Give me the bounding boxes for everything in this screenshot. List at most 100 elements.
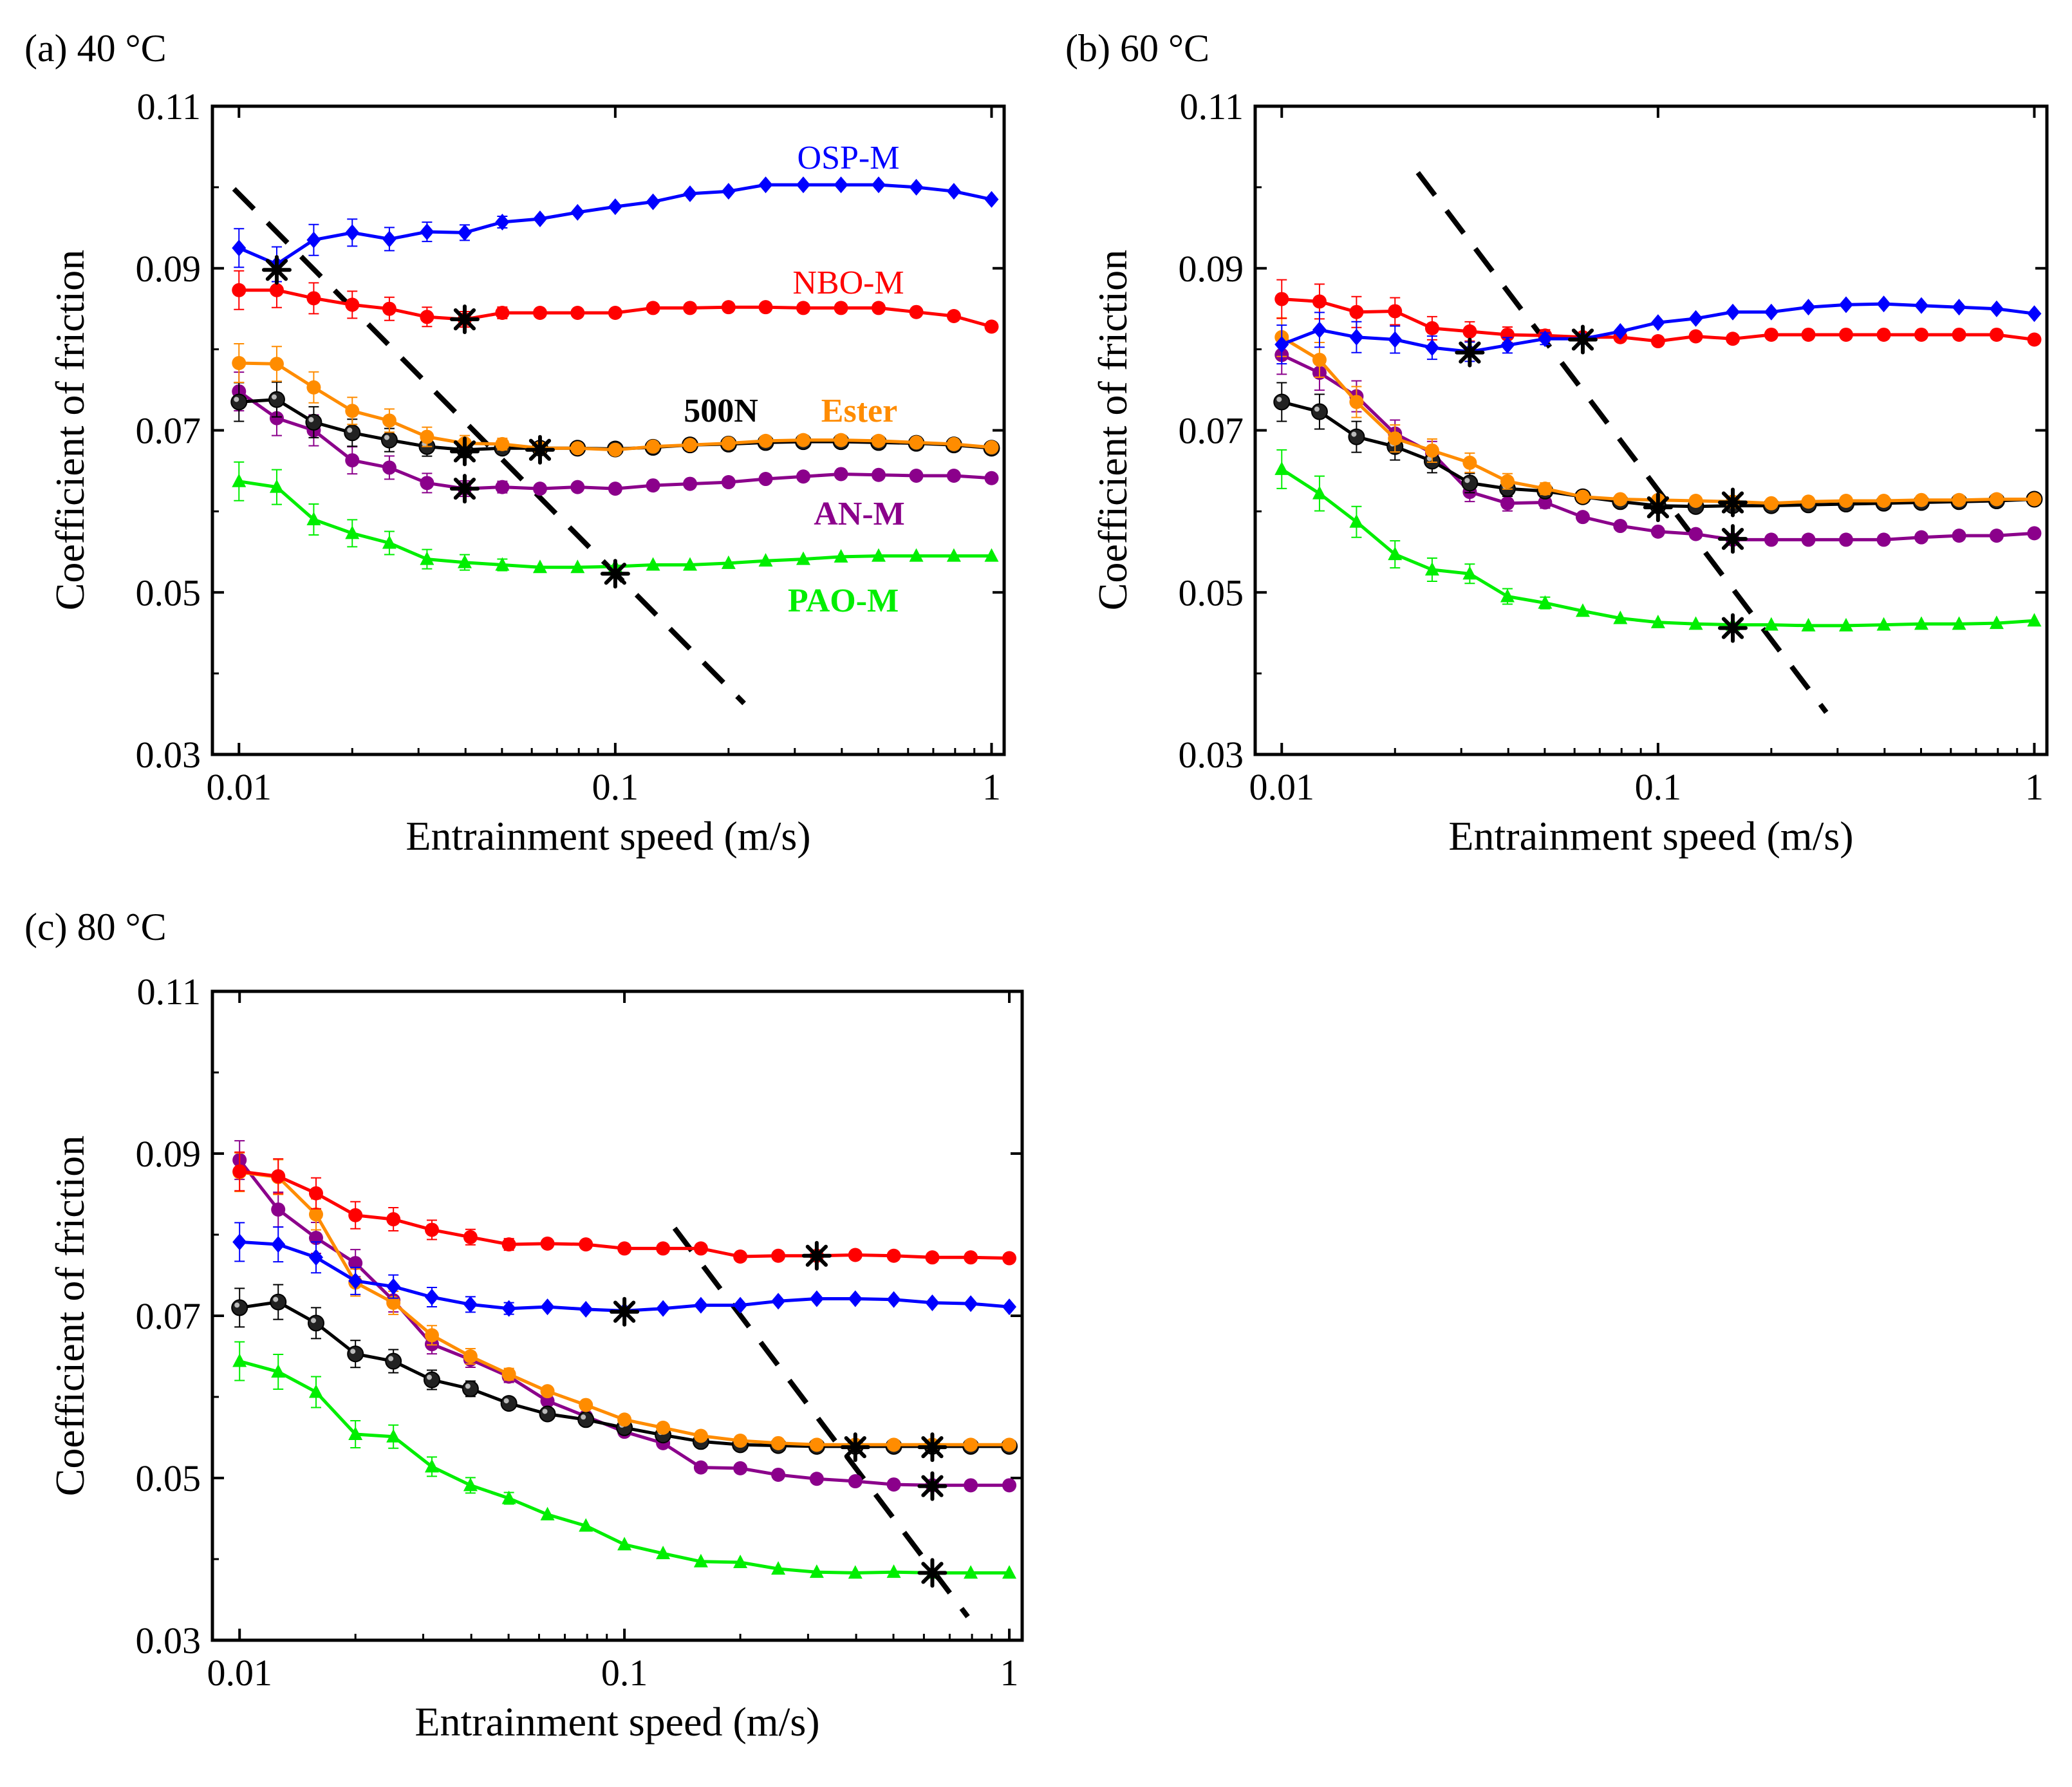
- data-point: [1952, 492, 1966, 507]
- data-point: [1952, 299, 1966, 316]
- data-point: [646, 301, 660, 315]
- data-point: [420, 310, 434, 324]
- data-point: [1688, 310, 1703, 327]
- data-point: [501, 1490, 516, 1504]
- data-point: [1764, 532, 1778, 547]
- transition-marker: [449, 304, 480, 335]
- data-point: [1838, 296, 1853, 313]
- data-point: [1312, 352, 1327, 367]
- data-point: [1914, 327, 1928, 342]
- data-point: [500, 1395, 518, 1412]
- data-point: [796, 433, 810, 447]
- data-point-highlight: [1464, 478, 1470, 483]
- transition-marker: [525, 435, 555, 465]
- data-point: [380, 431, 398, 449]
- data-point: [984, 319, 999, 334]
- data-point-highlight: [542, 1408, 548, 1414]
- data-point: [1613, 323, 1628, 340]
- data-point: [532, 559, 547, 574]
- data-point: [1838, 617, 1853, 632]
- transition-marker-stroke: [921, 1436, 944, 1459]
- data-point: [1838, 532, 1853, 547]
- transition-marker-stroke: [265, 259, 288, 281]
- data-point: [268, 391, 285, 408]
- data-point: [1538, 495, 1553, 510]
- panel-b: (b) 60 °C0.030.050.070.090.110.01 0.1 1Ent…: [1065, 27, 2049, 859]
- data-point: [1613, 610, 1628, 624]
- data-point: [646, 478, 660, 493]
- panel-c: (c) 80 °C0.030.050.070.090.110.01 0.1 1Ent…: [24, 906, 1024, 1745]
- data-point: [1838, 327, 1853, 342]
- data-point: [608, 482, 622, 496]
- data-point: [1914, 297, 1928, 314]
- data-point: [796, 301, 810, 315]
- series-nbo-m: [1274, 279, 2042, 349]
- data-point: [925, 1250, 940, 1265]
- data-point-highlight: [1276, 397, 1282, 402]
- panel-a: (a) 40 °C0.030.050.070.090.110.01 0.1 1Ent…: [24, 27, 1006, 859]
- data-point: [682, 185, 697, 202]
- data-point: [1002, 1565, 1017, 1579]
- data-point: [1312, 485, 1327, 500]
- data-point: [1002, 1478, 1017, 1493]
- y-tick-label: 0.09: [1179, 248, 1244, 290]
- transition-marker-stroke: [1571, 328, 1594, 351]
- series-an-m: [232, 371, 999, 498]
- data-point: [345, 453, 360, 468]
- data-point: [871, 433, 886, 448]
- data-point: [796, 176, 810, 194]
- data-point: [2027, 305, 2042, 323]
- panel-label: (a) 40 °C: [24, 27, 167, 70]
- data-point: [1388, 331, 1403, 348]
- data-point: [886, 1291, 901, 1308]
- data-point: [886, 1564, 901, 1578]
- data-point: [570, 305, 585, 320]
- transition-marker: [449, 436, 480, 467]
- data-point: [1002, 1251, 1017, 1266]
- data-point: [693, 1428, 708, 1443]
- data-point: [1650, 614, 1665, 628]
- transition-marker-stroke: [613, 1300, 636, 1323]
- y-tick-label: 0.11: [137, 86, 201, 127]
- data-point: [1462, 324, 1477, 339]
- data-point: [1688, 616, 1703, 630]
- data-point: [386, 1295, 401, 1310]
- data-point: [758, 300, 773, 315]
- data-point: [1349, 514, 1364, 528]
- data-point: [984, 548, 999, 562]
- panel-label: (b) 60 °C: [1065, 27, 1209, 70]
- transition-trend-line: [232, 187, 746, 706]
- data-point: [758, 472, 773, 487]
- data-point: [232, 1233, 247, 1251]
- data-point-highlight: [384, 435, 389, 440]
- data-point: [809, 1290, 824, 1307]
- data-point: [1538, 595, 1553, 609]
- data-point: [345, 525, 360, 539]
- x-tick-label: 0.01: [207, 1652, 272, 1694]
- data-point: [306, 380, 321, 395]
- transition-trend-line: [672, 1226, 970, 1618]
- transition-marker: [1717, 487, 1748, 518]
- data-point: [886, 1248, 901, 1263]
- data-point: [848, 1290, 863, 1307]
- data-point: [532, 482, 547, 496]
- transition-marker-stroke: [1647, 496, 1670, 519]
- data-point-highlight: [310, 1318, 316, 1324]
- y-tick-label: 0.03: [1179, 734, 1244, 776]
- data-point-highlight: [503, 1398, 509, 1404]
- data-point-highlight: [426, 1374, 432, 1380]
- data-point: [308, 1186, 323, 1201]
- data-point: [1388, 547, 1403, 561]
- data-point: [656, 1420, 671, 1435]
- data-point: [532, 305, 547, 320]
- data-point: [758, 433, 773, 448]
- data-point: [1989, 492, 2004, 507]
- data-point: [693, 1460, 708, 1475]
- data-point: [617, 1412, 632, 1427]
- transition-marker: [261, 255, 292, 285]
- data-point-highlight: [234, 397, 239, 402]
- data-point: [1876, 295, 1891, 313]
- y-axis-title: Coefficient of friction: [47, 1136, 93, 1496]
- data-point: [271, 1169, 286, 1184]
- data-point: [230, 393, 248, 411]
